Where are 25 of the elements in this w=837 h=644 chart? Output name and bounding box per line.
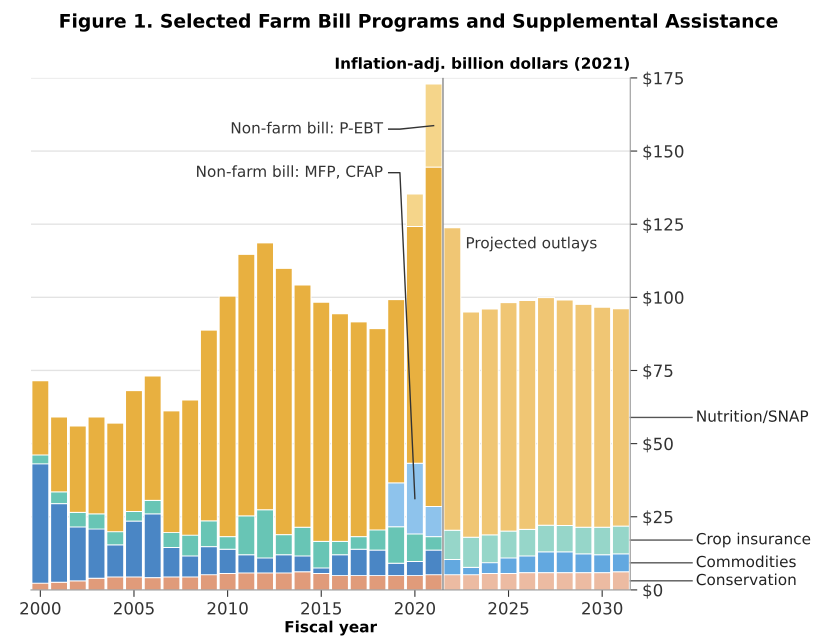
text: Non-farm bill: P-EBT bbox=[232, 122, 384, 134]
y-tick-label: $75 bbox=[643, 364, 672, 380]
text: Crop insurance bbox=[696, 532, 810, 548]
y-tick-label: $175 bbox=[643, 72, 684, 87]
x-tick-label: 2000 bbox=[20, 602, 60, 615]
x-tick-label: 2005 bbox=[114, 602, 154, 615]
x-tick-label: 2030 bbox=[582, 602, 622, 615]
ref-line-label: Projected outlays bbox=[466, 236, 597, 252]
y-tick-label: $0 bbox=[643, 584, 662, 599]
x-axis-title: Fiscal year bbox=[286, 620, 377, 636]
x-tick-label: 2020 bbox=[394, 602, 435, 615]
text: Conservation bbox=[696, 573, 796, 586]
x-tick-label: 2015 bbox=[301, 602, 342, 615]
chart-title: Figure 1. Selected Farm Bill Programs and Supplemental Assistance bbox=[60, 13, 778, 32]
y-axis-title: Inflation-adj. billion dollars (2021) bbox=[336, 57, 629, 72]
text: Nutrition/SNAP bbox=[697, 410, 808, 424]
x-tick-label: 2025 bbox=[488, 602, 528, 615]
x-tick-label: 2010 bbox=[208, 602, 248, 615]
text: Non-farm bill: MFP, CFAP bbox=[197, 165, 383, 179]
y-tick-label: $150 bbox=[643, 144, 684, 160]
y-tick-label: $125 bbox=[643, 218, 684, 233]
y-tick-label: $100 bbox=[643, 291, 684, 306]
y-tick-label: $50 bbox=[643, 437, 673, 452]
y-tick-label: $25 bbox=[643, 510, 672, 526]
text: Commodities bbox=[696, 555, 796, 568]
